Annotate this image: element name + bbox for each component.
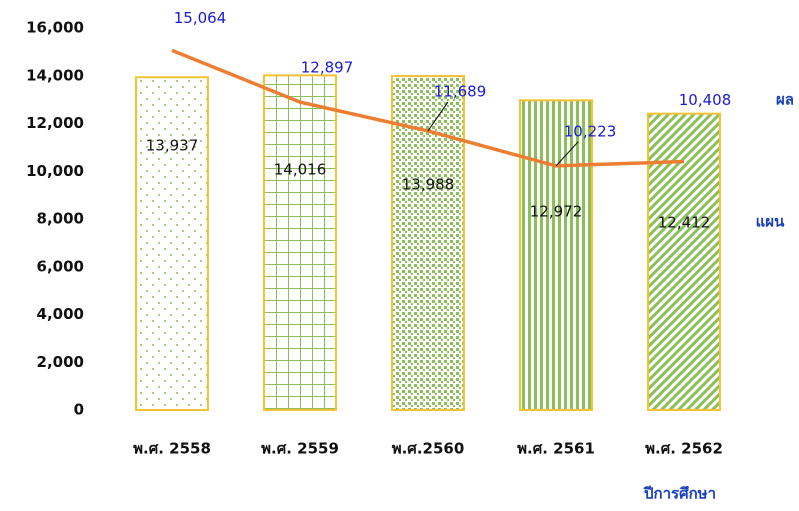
bar: [263, 74, 337, 411]
y-tick-label: 14,000: [26, 66, 84, 84]
bar-value-label: 12,412: [658, 214, 711, 232]
y-tick-label: 6,000: [37, 257, 84, 275]
line-value-label: 11,689: [434, 82, 487, 100]
bar-value-label: 13,988: [402, 176, 455, 194]
bar: [519, 99, 593, 412]
y-tick-label: 12,000: [26, 114, 84, 132]
bar-value-label: 14,016: [274, 161, 327, 179]
y-tick-label: 2,000: [37, 353, 84, 371]
x-tick-label: พ.ศ. 2562: [645, 440, 723, 458]
x-axis-title: ปีการศึกษา: [643, 485, 716, 503]
y-tick-label: 4,000: [37, 305, 84, 323]
legend-label: แผน: [756, 213, 785, 231]
leader-line: [555, 141, 579, 167]
bar: [135, 76, 209, 412]
bar-value-label: 13,937: [146, 137, 199, 155]
bar: [647, 112, 721, 411]
x-tick-label: พ.ศ. 2559: [261, 440, 339, 458]
line-value-label: 10,223: [564, 122, 617, 140]
y-tick-label: 8,000: [37, 210, 84, 228]
y-tick-label: 16,000: [26, 19, 84, 37]
line-value-label: 15,064: [174, 9, 227, 27]
line-value-label: 10,408: [679, 91, 732, 109]
x-tick-label: พ.ศ.2560: [392, 440, 465, 458]
legend-label: ผล: [776, 91, 794, 109]
x-tick-label: พ.ศ. 2561: [517, 440, 595, 458]
bar-value-label: 12,972: [530, 203, 583, 221]
leader-line: [427, 101, 449, 132]
y-tick-label: 0: [74, 401, 84, 419]
x-tick-label: พ.ศ. 2558: [133, 440, 211, 458]
line-value-label: 12,897: [301, 59, 354, 77]
y-tick-label: 10,000: [26, 162, 84, 180]
